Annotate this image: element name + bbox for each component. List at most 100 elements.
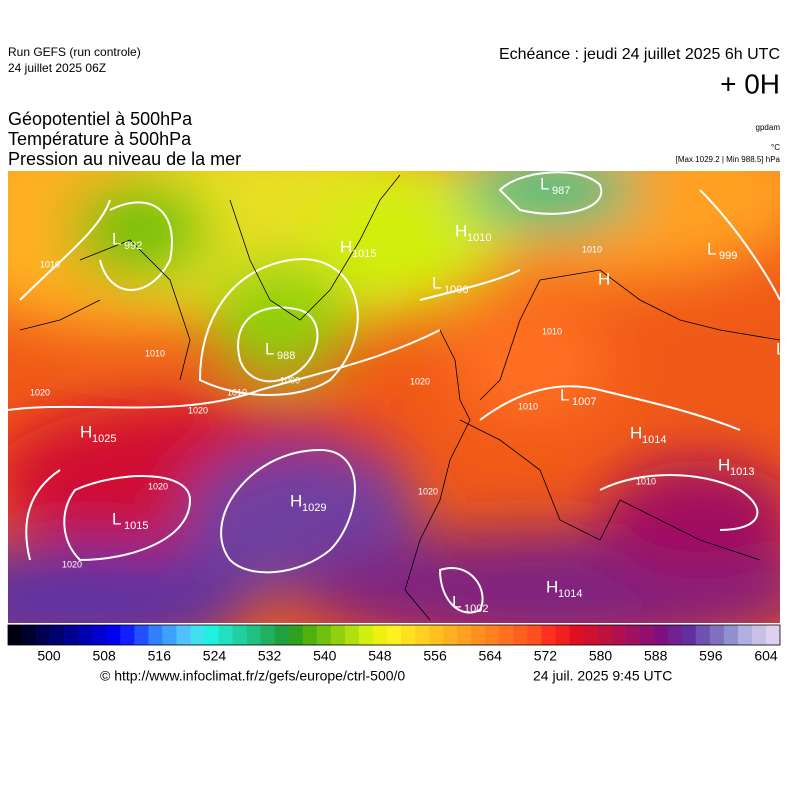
colorbar-swatch — [288, 625, 304, 645]
colorbar-tick-label: 532 — [258, 648, 282, 664]
colorbar-swatch — [330, 625, 346, 645]
center-value: 987 — [552, 185, 570, 197]
center-letter: H — [80, 422, 92, 441]
colorbar-tick-label: 524 — [203, 648, 227, 664]
colorbar-tick-label: 564 — [479, 648, 503, 664]
colorbar-swatch — [471, 625, 486, 645]
field-name: Géopotentiel à 500hPa — [8, 109, 193, 129]
colorbar-swatch — [583, 625, 598, 645]
isobar-labels: 1020 1020 1010 1020 1020 1020 1020 1010 1010 1010… — [30, 244, 656, 569]
isobar-label: 1020 — [418, 486, 438, 496]
colorbar-swatch — [358, 625, 374, 645]
colorbar-swatch — [401, 625, 416, 645]
colorbar-swatch — [134, 625, 149, 645]
center-value: 1006 — [444, 284, 468, 296]
center-letter: H — [455, 221, 467, 240]
colorbar-swatch — [555, 625, 570, 645]
colorbar: 500 508 516 524 532 540 548 556 564 572 580 588 596 6… — [7, 624, 781, 664]
colorbar-tick-label: 508 — [92, 648, 116, 664]
colorbar-swatch — [681, 625, 697, 645]
colorbar-swatch — [709, 625, 725, 645]
colorbar-swatch — [106, 625, 121, 645]
center-value: 988 — [277, 350, 295, 362]
colorbar-swatch — [120, 625, 135, 645]
colorbar-swatch — [372, 625, 388, 645]
map — [8, 171, 780, 623]
center-letter: H — [290, 491, 302, 510]
run-label: Run GEFS (run controle) — [8, 45, 141, 59]
center-letter: L — [540, 174, 549, 193]
generated-time: 24 juil. 2025 9:45 UTC — [533, 668, 672, 684]
isobar-label: 1010 — [227, 387, 247, 397]
center-letter: H — [630, 423, 642, 442]
colorbar-swatch — [232, 625, 247, 645]
lead-time: + 0H — [720, 68, 780, 99]
isobar-label: 1010 — [582, 244, 602, 254]
center-letter: L — [560, 385, 569, 404]
colorbar-swatch — [485, 625, 500, 645]
center-letter: H — [718, 455, 730, 474]
isobar-label: 1020 — [30, 387, 50, 397]
colorbar-swatch — [204, 625, 219, 645]
colorbar-swatch — [386, 625, 402, 645]
run-date: 24 juillet 2025 06Z — [8, 61, 106, 75]
colorbar-swatch — [415, 625, 430, 645]
center-value: 1025 — [92, 433, 116, 445]
colorbar-swatch — [78, 625, 93, 645]
colorbar-swatch — [499, 625, 514, 645]
colorbar-swatch — [64, 625, 79, 645]
colorbar-tick-label: 572 — [534, 648, 558, 664]
center-value: 1007 — [572, 396, 596, 408]
colorbar-tick-label: 596 — [699, 648, 723, 664]
center-value: 1013 — [730, 466, 754, 478]
colorbar-tick-label: 500 — [37, 648, 61, 664]
colorbar-frame — [7, 624, 781, 646]
colorbar-swatch — [639, 625, 654, 645]
colorbar-swatch — [625, 625, 640, 645]
unit-label: gpdam — [756, 123, 781, 132]
colorbar-swatch — [36, 625, 51, 645]
colorbar-swatch — [218, 625, 233, 645]
colorbar-tick-label: 516 — [148, 648, 172, 664]
colorbar-swatch — [653, 625, 669, 645]
colorbar-swatch — [22, 625, 37, 645]
isobars — [8, 171, 780, 614]
isobar-label: 1010 — [518, 401, 538, 411]
center-letter: L — [112, 229, 121, 248]
center-letter: H — [340, 237, 352, 256]
isobar-label: 1010 — [40, 259, 60, 269]
colorbar-swatch — [457, 625, 472, 645]
center-letter: H — [598, 269, 610, 288]
colorbar-swatch — [667, 625, 683, 645]
colorbar-swatch — [274, 625, 290, 645]
colorbar-swatch — [50, 625, 65, 645]
isobar-label: 1020 — [188, 405, 208, 415]
center-letter: L — [265, 339, 274, 358]
colorbar-swatch — [541, 625, 556, 645]
colorbar-tick-label: 540 — [313, 648, 337, 664]
isobar-label: 1010 — [145, 348, 165, 358]
colorbar-swatch — [8, 625, 23, 645]
center-letter: L — [776, 339, 785, 358]
center-letter: L — [707, 239, 716, 258]
colorbar-swatch — [429, 625, 444, 645]
isobar-label: 1020 — [62, 559, 82, 569]
colorbar-swatch — [695, 625, 711, 645]
colorbar-tick-label: 604 — [754, 648, 778, 664]
colorbar-swatch — [190, 625, 205, 645]
field-name: Température à 500hPa — [8, 129, 192, 149]
center-letter: L — [452, 592, 461, 611]
center-letter: L — [432, 273, 441, 292]
unit-label: [Max 1029.2 | Min 988.5] hPa — [676, 155, 781, 164]
colorbar-swatch — [597, 625, 612, 645]
colorbar-tick-label: 556 — [423, 648, 447, 664]
isobar-label: 1020 — [148, 481, 168, 491]
center-value: 1014 — [642, 434, 666, 446]
colorbar-swatch — [246, 625, 261, 645]
colorbar-swatch — [751, 625, 767, 645]
colorbar-tick-label: 588 — [644, 648, 668, 664]
colorbar-swatch — [92, 625, 107, 645]
colorbar-tick-label: 580 — [589, 648, 613, 664]
field-name: Pression au niveau de la mer — [8, 149, 241, 169]
